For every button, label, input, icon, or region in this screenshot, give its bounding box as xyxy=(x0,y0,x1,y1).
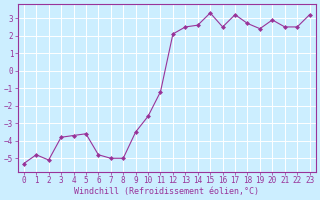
X-axis label: Windchill (Refroidissement éolien,°C): Windchill (Refroidissement éolien,°C) xyxy=(74,187,259,196)
